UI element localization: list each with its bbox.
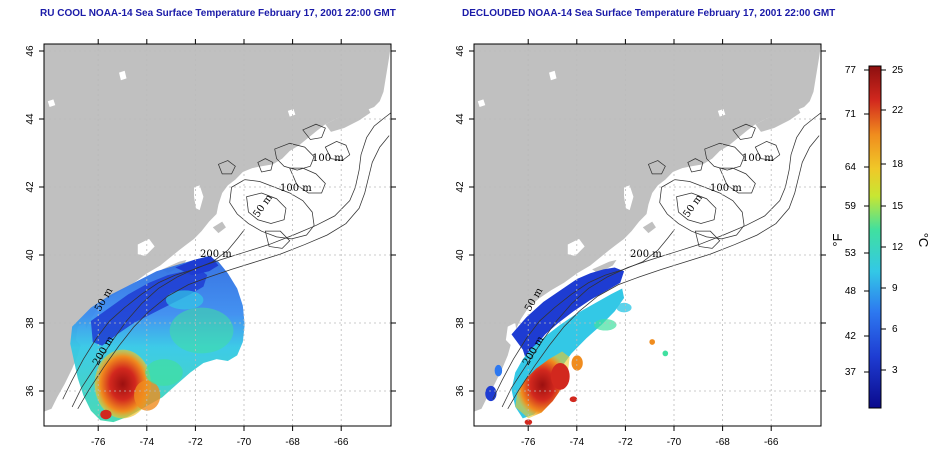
left-panel-title: RU COOL NOAA-14 Sea Surface Temperature …: [40, 8, 396, 19]
right-map-panel: 100 m 100 m 50 m 200 m 50 m 200 m -76 -7…: [455, 39, 826, 448]
y-tick-label: 46: [455, 45, 466, 57]
contour-label: 200 m: [630, 249, 662, 260]
y-axis-ticks-left: 36 38 40 42 44 46: [25, 45, 36, 397]
right-panel-title: DECLOUDED NOAA-14 Sea Surface Temperatur…: [462, 8, 836, 19]
fahrenheit-tick: 53: [845, 248, 857, 259]
celsius-tick: 3: [892, 365, 898, 376]
celsius-tick: 9: [892, 283, 898, 294]
y-tick-label: 42: [25, 181, 36, 193]
contour-label: 100 m: [312, 153, 344, 164]
sst-field-right: [485, 267, 669, 426]
y-tick-label: 38: [25, 317, 36, 329]
celsius-tick: 18: [892, 159, 904, 170]
colorbar-gradient: [868, 65, 882, 409]
y-tick-label: 42: [455, 181, 466, 193]
x-tick-label: -72: [188, 437, 203, 448]
contour-label: 100 m: [742, 153, 774, 164]
x-tick-label: -72: [618, 437, 633, 448]
grid-right: [474, 44, 821, 426]
fahrenheit-ticks: 77 71 64 59 53 48 42 37: [845, 65, 857, 378]
fahrenheit-tick: 37: [845, 367, 857, 378]
sst-field-left: [70, 256, 245, 423]
left-map-panel: 100 m 100 m 50 m 200 m 50 m 200 m -76 -7…: [25, 39, 396, 448]
celsius-tick: 12: [892, 242, 904, 253]
y-tick-label: 44: [455, 113, 466, 125]
x-tick-label: -68: [715, 437, 730, 448]
grid-left: [44, 44, 391, 426]
y-tick-label: 38: [455, 317, 466, 329]
y-tick-label: 40: [25, 249, 36, 261]
x-tick-label: -70: [237, 437, 252, 448]
celsius-ticks: 25 22 18 15 12 9 6 3: [892, 65, 904, 376]
fahrenheit-tick: 77: [845, 65, 857, 76]
celsius-tick: 25: [892, 65, 904, 76]
fahrenheit-tick: 48: [845, 286, 857, 297]
x-tick-label: -74: [570, 437, 585, 448]
contour-label: 200 m: [200, 249, 232, 260]
y-axis-ticks-right: 36 38 40 42 44 46: [455, 45, 466, 397]
y-tick-label: 44: [25, 113, 36, 125]
contour-label: 100 m: [280, 183, 312, 194]
fahrenheit-tick: 71: [845, 109, 857, 120]
celsius-tick: 15: [892, 201, 904, 212]
temperature-colorbar: 77 71 64 59 53 48 42 37 25 22 18 15 12 9…: [830, 65, 931, 409]
fahrenheit-unit-label: °F: [830, 233, 845, 246]
celsius-unit-label: °C: [916, 233, 931, 248]
x-tick-label: -74: [140, 437, 155, 448]
x-tick-label: -66: [764, 437, 779, 448]
y-tick-label: 36: [25, 385, 36, 397]
fahrenheit-tick: 64: [845, 162, 857, 173]
contour-label: 100 m: [710, 183, 742, 194]
plot-frame-right: [473, 43, 822, 427]
celsius-tick: 6: [892, 324, 898, 335]
y-tick-label: 46: [25, 45, 36, 57]
celsius-tick: 22: [892, 105, 904, 116]
x-tick-label: -76: [91, 437, 106, 448]
x-tick-label: -70: [667, 437, 682, 448]
x-tick-label: -76: [521, 437, 536, 448]
x-tick-label: -66: [334, 437, 349, 448]
x-axis-ticks-left: -76 -74 -72 -70 -68 -66: [91, 437, 349, 448]
x-axis-ticks-right: -76 -74 -72 -70 -68 -66: [521, 437, 779, 448]
fahrenheit-tick: 59: [845, 201, 857, 212]
x-tick-label: -68: [285, 437, 300, 448]
plot-frame-left: [43, 43, 392, 427]
fahrenheit-tick: 42: [845, 331, 857, 342]
y-tick-label: 40: [455, 249, 466, 261]
y-tick-label: 36: [455, 385, 466, 397]
